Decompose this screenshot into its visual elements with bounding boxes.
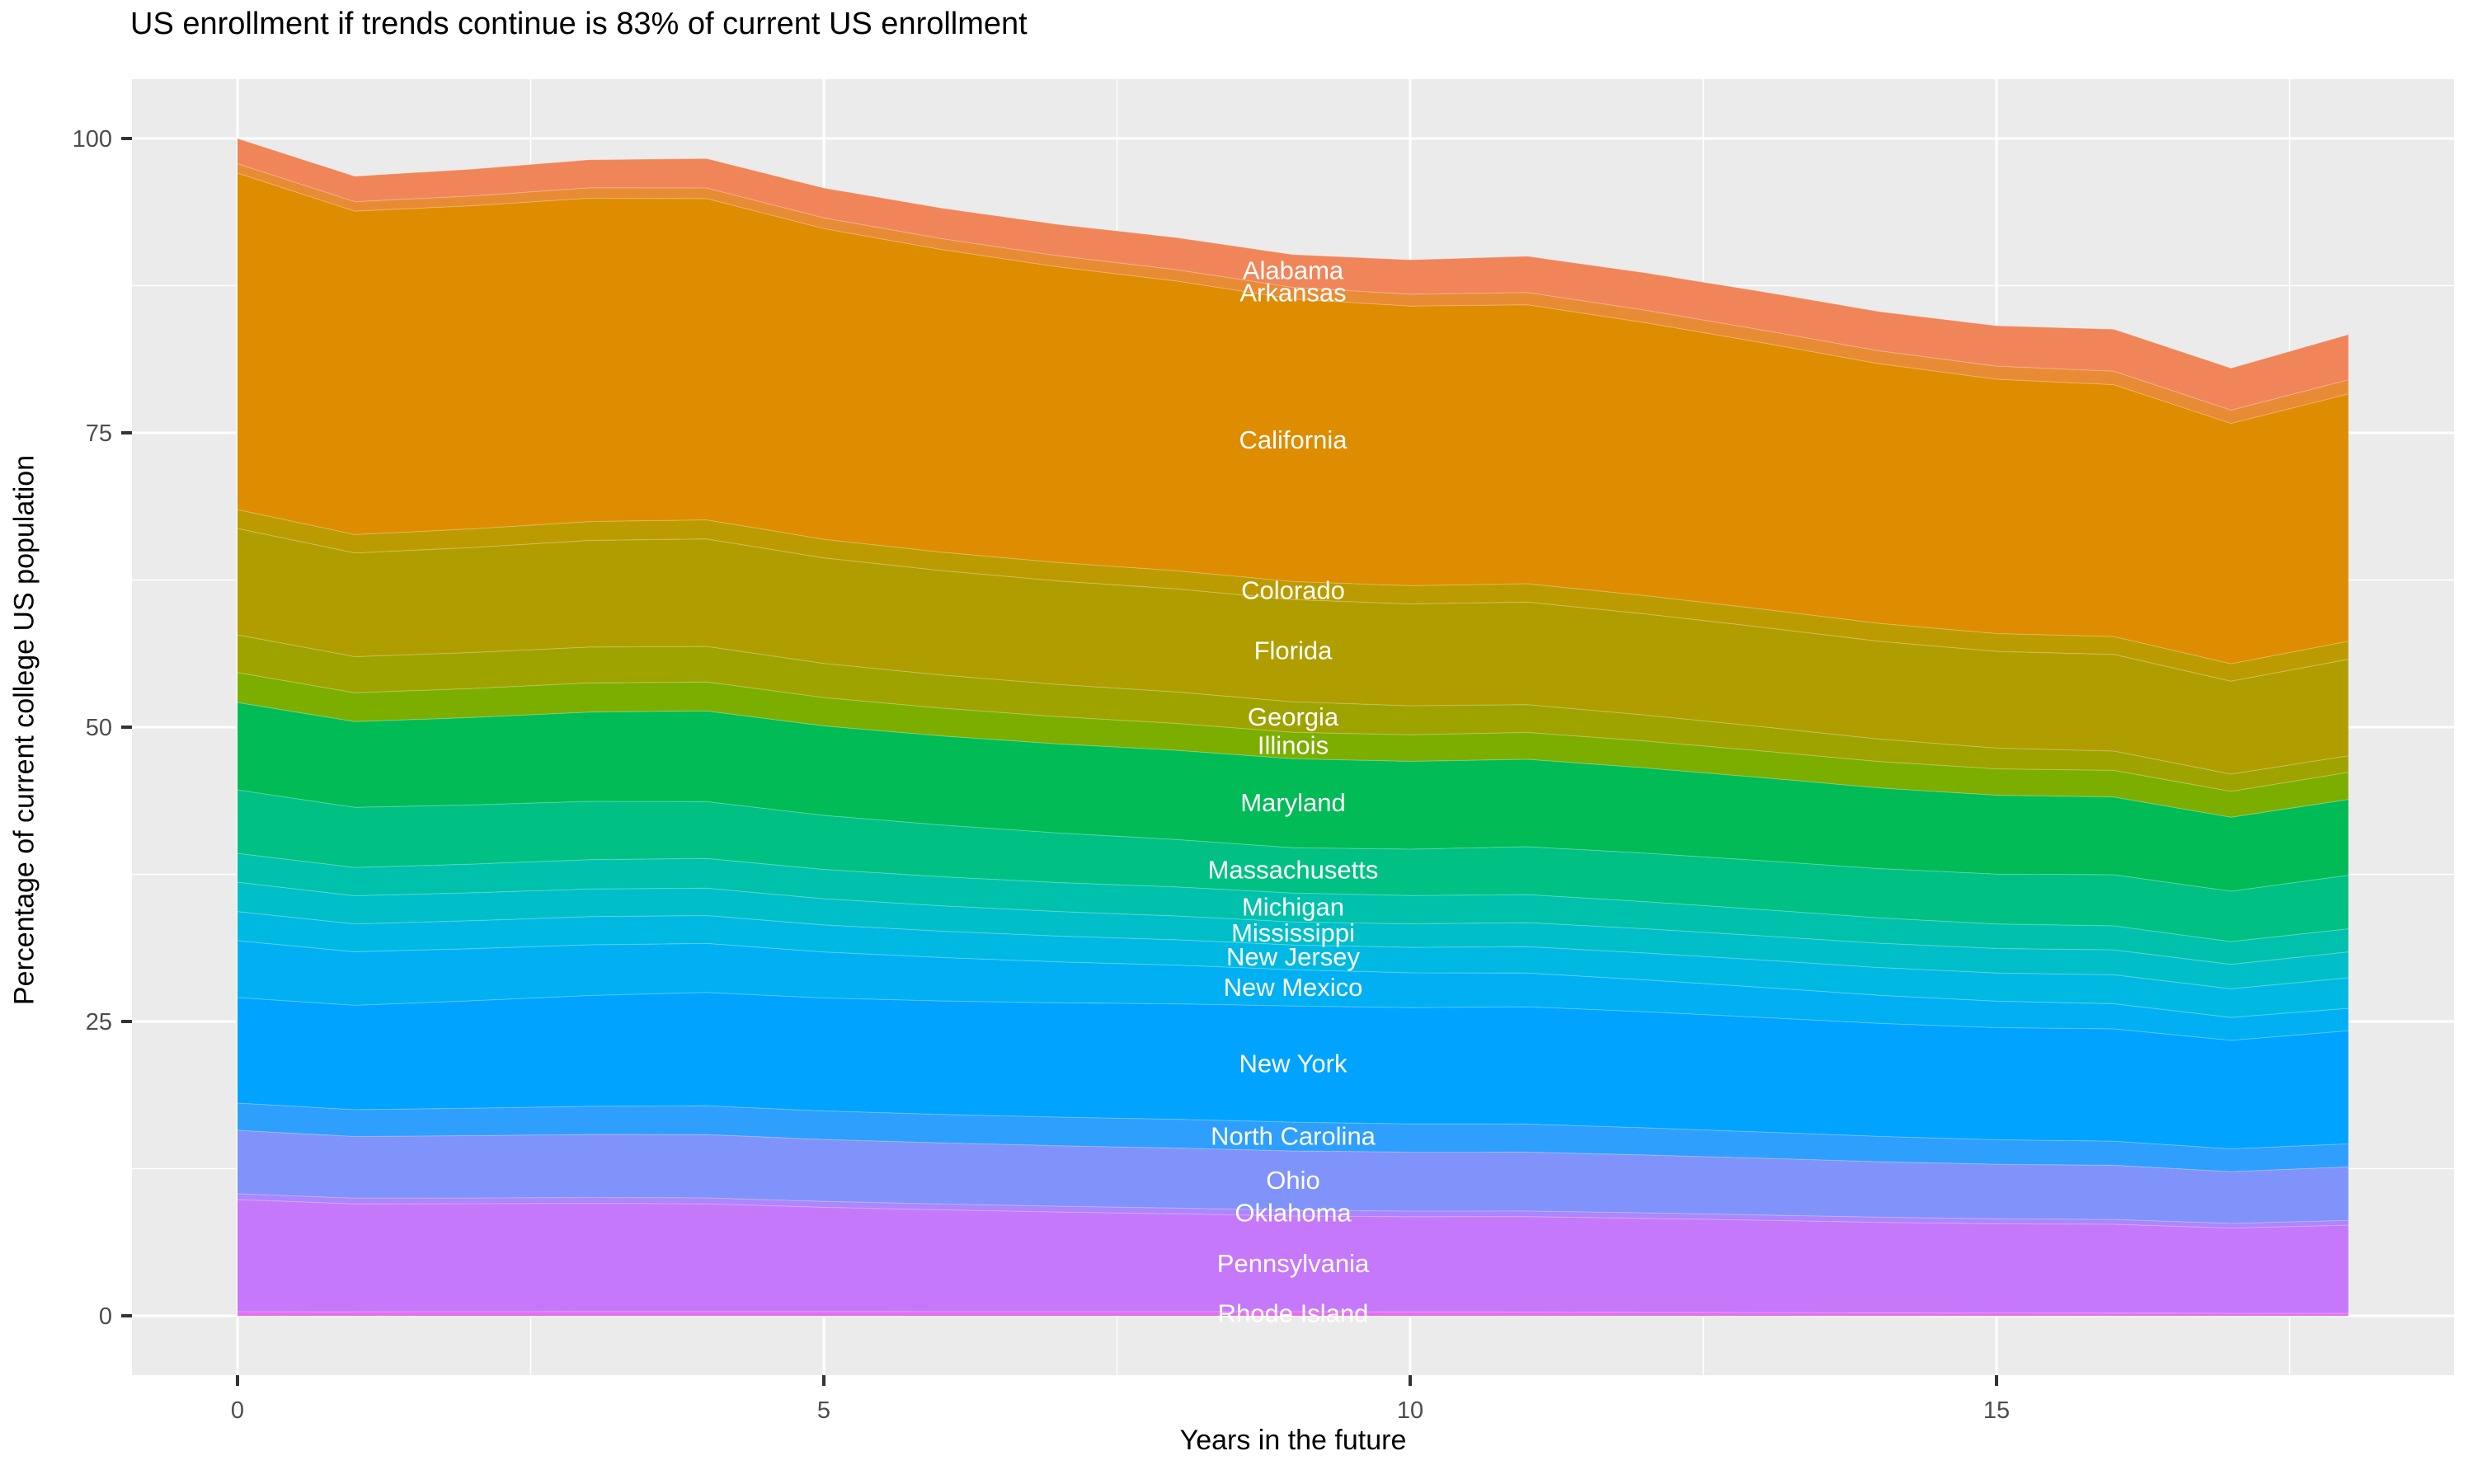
area-band-new-york (238, 992, 2349, 1149)
area-band-new-jersey (238, 911, 2349, 1018)
area-band-north-carolina (238, 1103, 2349, 1172)
x-tick-label-0: 0 (231, 1397, 244, 1424)
area-band-oklahoma (238, 1194, 2349, 1228)
band-label-rhode-island: Rhode Island (1218, 1299, 1369, 1328)
band-seam-10 (237, 881, 2349, 965)
band-label-california: California (1239, 425, 1348, 454)
band-label-north-carolina: North Carolina (1211, 1122, 1376, 1151)
area-band-rhode-island (238, 1311, 2349, 1316)
y-tick-label-3: 75 (86, 420, 112, 447)
band-label-oklahoma: Oklahoma (1235, 1199, 1352, 1228)
band-label-pennsylvania: Pennsylvania (1217, 1249, 1370, 1278)
band-label-mississippi: Mississippi (1231, 918, 1355, 947)
area-band-massachusetts (238, 790, 2349, 942)
area-band-california (238, 173, 2349, 665)
area-band-michigan (238, 853, 2349, 965)
band-seam-4 (237, 528, 2349, 682)
band-label-alabama: Alabama (1243, 256, 1344, 285)
band-seam-17 (237, 1199, 2349, 1229)
band-seam-16 (237, 1193, 2349, 1224)
area-band-arkansas (238, 163, 2349, 424)
band-seam-6 (237, 672, 2349, 792)
band-seam-0 (237, 138, 2349, 369)
band-seam-15 (237, 1129, 2349, 1172)
area-band-illinois (238, 672, 2349, 818)
area-band-florida (238, 528, 2349, 774)
band-label-michigan: Michigan (1242, 893, 1344, 922)
band-seam-12 (237, 940, 2349, 1018)
y-tick-label-1: 25 (86, 1009, 112, 1036)
band-label-arkansas: Arkansas (1239, 279, 1346, 308)
band-seam-18 (237, 1311, 2349, 1314)
band-label-maryland: Maryland (1240, 788, 1346, 817)
area-band-ohio (238, 1130, 2349, 1223)
band-seam-8 (237, 789, 2349, 892)
area-band-new-mexico (238, 941, 2349, 1040)
band-seam-14 (237, 1102, 2349, 1150)
band-label-massachusetts: Massachusetts (1208, 856, 1379, 885)
area-band-colorado (238, 510, 2349, 682)
band-seam-9 (237, 852, 2349, 942)
band-seam-7 (237, 702, 2349, 818)
y-tick-label-2: 50 (86, 715, 112, 741)
band-label-ohio: Ohio (1266, 1166, 1319, 1195)
band-seam-1 (237, 163, 2349, 411)
x-axis-title: Years in the future (1179, 1425, 1407, 1456)
band-label-colorado: Colorado (1241, 575, 1345, 604)
x-tick-label-2: 10 (1397, 1397, 1423, 1424)
area-band-pennsylvania (238, 1200, 2349, 1314)
band-label-new-york: New York (1239, 1050, 1348, 1078)
x-tick-label-3: 15 (1983, 1397, 2010, 1424)
y-tick-label-0: 0 (99, 1303, 112, 1330)
area-band-mississippi (238, 882, 2349, 989)
y-axis-title: Percentage of current college US populat… (8, 454, 40, 1006)
area-band-georgia (238, 635, 2349, 791)
band-label-illinois: Illinois (1258, 730, 1329, 759)
band-seam-3 (237, 509, 2349, 665)
band-seam-5 (237, 634, 2349, 775)
x-tick-label-1: 5 (817, 1397, 830, 1424)
y-tick-label-4: 100 (73, 126, 112, 153)
band-label-florida: Florida (1254, 636, 1333, 665)
area-band-maryland (238, 702, 2349, 891)
band-label-new-mexico: New Mexico (1224, 973, 1363, 1002)
band-seam-2 (237, 172, 2349, 425)
band-seam-13 (237, 992, 2349, 1041)
area-band-alabama (238, 139, 2349, 411)
band-label-new-jersey: New Jersey (1226, 942, 1360, 971)
band-seam-11 (237, 911, 2349, 989)
chart-title: US enrollment if trends continue is 83% … (130, 7, 1028, 41)
band-label-georgia: Georgia (1248, 702, 1339, 731)
